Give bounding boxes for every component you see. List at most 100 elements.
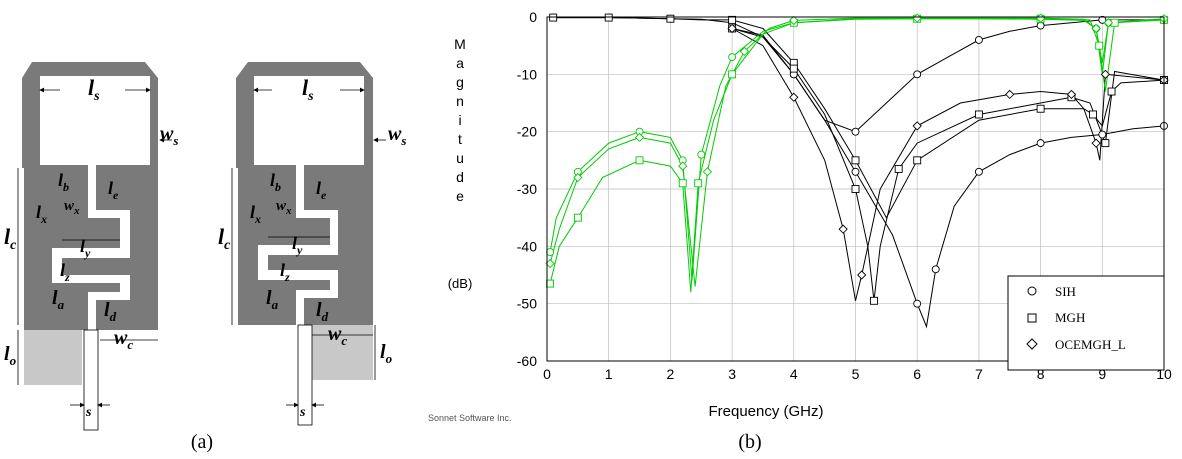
data-point xyxy=(851,156,860,165)
y-axis-unit: (dB) xyxy=(448,276,473,291)
data-point xyxy=(1091,23,1101,34)
label-le-left: le xyxy=(108,178,119,202)
data-point xyxy=(1036,104,1045,113)
panel-b-chart: 0 1 2 3 4 5 6 7 8 9 10 0-10-20-30-40-50-60 Magnitu… xyxy=(428,9,1172,453)
x-tick-label: 6 xyxy=(913,366,921,382)
data-point xyxy=(739,46,750,57)
x-tick-label: 4 xyxy=(790,366,798,382)
label-le-right: le xyxy=(316,178,327,202)
y-label-letter: M xyxy=(454,36,466,52)
label-lc-left: lc xyxy=(4,224,17,253)
legend-marker-circle xyxy=(1027,286,1037,296)
y-tick-label: -60 xyxy=(517,353,537,369)
data-point xyxy=(549,13,558,22)
data-point xyxy=(1089,110,1097,119)
y-tick-labels: 0 -10 -20 -30 -40 -50 -60 xyxy=(517,9,537,369)
data-point xyxy=(727,23,737,34)
chart-markers xyxy=(545,13,1169,308)
label-ly-right: ly xyxy=(292,233,303,257)
x-tick-label: 9 xyxy=(1098,366,1106,382)
data-point xyxy=(1091,138,1101,148)
label-lx-right: lx xyxy=(250,202,261,226)
y-label-letter: d xyxy=(456,169,464,185)
data-point xyxy=(912,121,922,131)
data-point xyxy=(789,92,799,102)
data-point xyxy=(974,35,983,44)
y-label-letter: a xyxy=(456,55,464,71)
label-s-left: s xyxy=(85,405,92,420)
data-point xyxy=(1100,69,1111,79)
x-tick-label: 0 xyxy=(543,366,551,382)
data-point xyxy=(728,70,737,79)
x-tick-label: 7 xyxy=(975,366,983,382)
data-point xyxy=(1005,89,1015,100)
data-point xyxy=(789,64,798,73)
x-tick-label: 1 xyxy=(605,366,613,382)
data-point xyxy=(666,14,675,23)
label-wc-left: wc xyxy=(114,327,133,352)
y-label-letter: g xyxy=(456,74,464,90)
label-ls-right: ls xyxy=(302,75,314,104)
label-wx-left: wx xyxy=(64,198,80,217)
label-lc-right: lc xyxy=(218,224,231,253)
data-point xyxy=(913,156,922,165)
label-lb-right: lb xyxy=(270,170,281,194)
label-lz-left: lz xyxy=(60,260,70,284)
legend-label-ocemgh: OCEMGH_L xyxy=(1055,337,1126,352)
data-point xyxy=(789,15,799,26)
x-tick-label: 2 xyxy=(667,366,675,382)
data-point xyxy=(678,179,687,188)
y-label-letter: n xyxy=(456,93,464,109)
label-wx-right: wx xyxy=(276,198,292,217)
data-point xyxy=(635,156,644,165)
y-label-letter: i xyxy=(458,112,461,128)
legend: SIH MGH OCEMGH_L xyxy=(1007,275,1165,371)
series-line-7 xyxy=(549,17,1165,287)
data-point xyxy=(857,270,867,280)
data-point xyxy=(697,150,706,159)
label-la-right: la xyxy=(266,287,279,312)
data-point xyxy=(1101,139,1110,148)
legend-marker-square xyxy=(1027,313,1037,323)
y-tick-label: -50 xyxy=(517,296,537,312)
data-point xyxy=(1036,139,1045,148)
label-ws-left: ws xyxy=(160,123,178,148)
data-point xyxy=(573,172,583,183)
data-point xyxy=(851,167,860,176)
data-point xyxy=(634,132,645,143)
y-tick-label: -30 xyxy=(517,181,537,197)
data-point xyxy=(838,224,848,234)
label-lb-left: lb xyxy=(58,170,69,194)
label-lx-left: lx xyxy=(36,202,47,226)
legend-label-sih: SIH xyxy=(1055,284,1076,299)
series-line-5 xyxy=(549,18,1165,281)
y-label-letter: u xyxy=(456,150,464,166)
y-label-letter: e xyxy=(456,188,464,204)
series-line-6 xyxy=(549,18,1165,293)
data-point xyxy=(702,167,713,177)
y-tick-label: -10 xyxy=(517,66,537,82)
data-point xyxy=(851,185,860,193)
x-tick-label: 5 xyxy=(852,366,860,382)
data-point xyxy=(573,213,582,222)
y-label-letter: t xyxy=(458,131,462,147)
label-ws-right: ws xyxy=(388,123,406,148)
x-tick-labels: 0 1 2 3 4 5 6 7 8 9 10 xyxy=(543,366,1172,382)
label-lo-left: lo xyxy=(4,343,17,368)
data-point xyxy=(913,299,922,308)
y-tick-label: -20 xyxy=(517,124,537,140)
panel-a-layouts: ls ws lb le wx lx lc ly lz la ld wc lo s… xyxy=(4,62,406,453)
data-point xyxy=(1103,18,1114,28)
label-ls-left: ls xyxy=(88,75,100,104)
data-point xyxy=(974,110,983,119)
data-point xyxy=(604,13,613,22)
x-axis-label: Frequency (GHz) xyxy=(708,403,823,420)
data-point xyxy=(851,127,860,136)
label-s-right: s xyxy=(299,405,306,420)
caption-a: (a) xyxy=(191,431,213,453)
x-tick-label: 8 xyxy=(1037,366,1045,382)
label-la-left: la xyxy=(52,287,65,312)
data-point xyxy=(913,70,922,79)
data-point xyxy=(1095,41,1104,50)
